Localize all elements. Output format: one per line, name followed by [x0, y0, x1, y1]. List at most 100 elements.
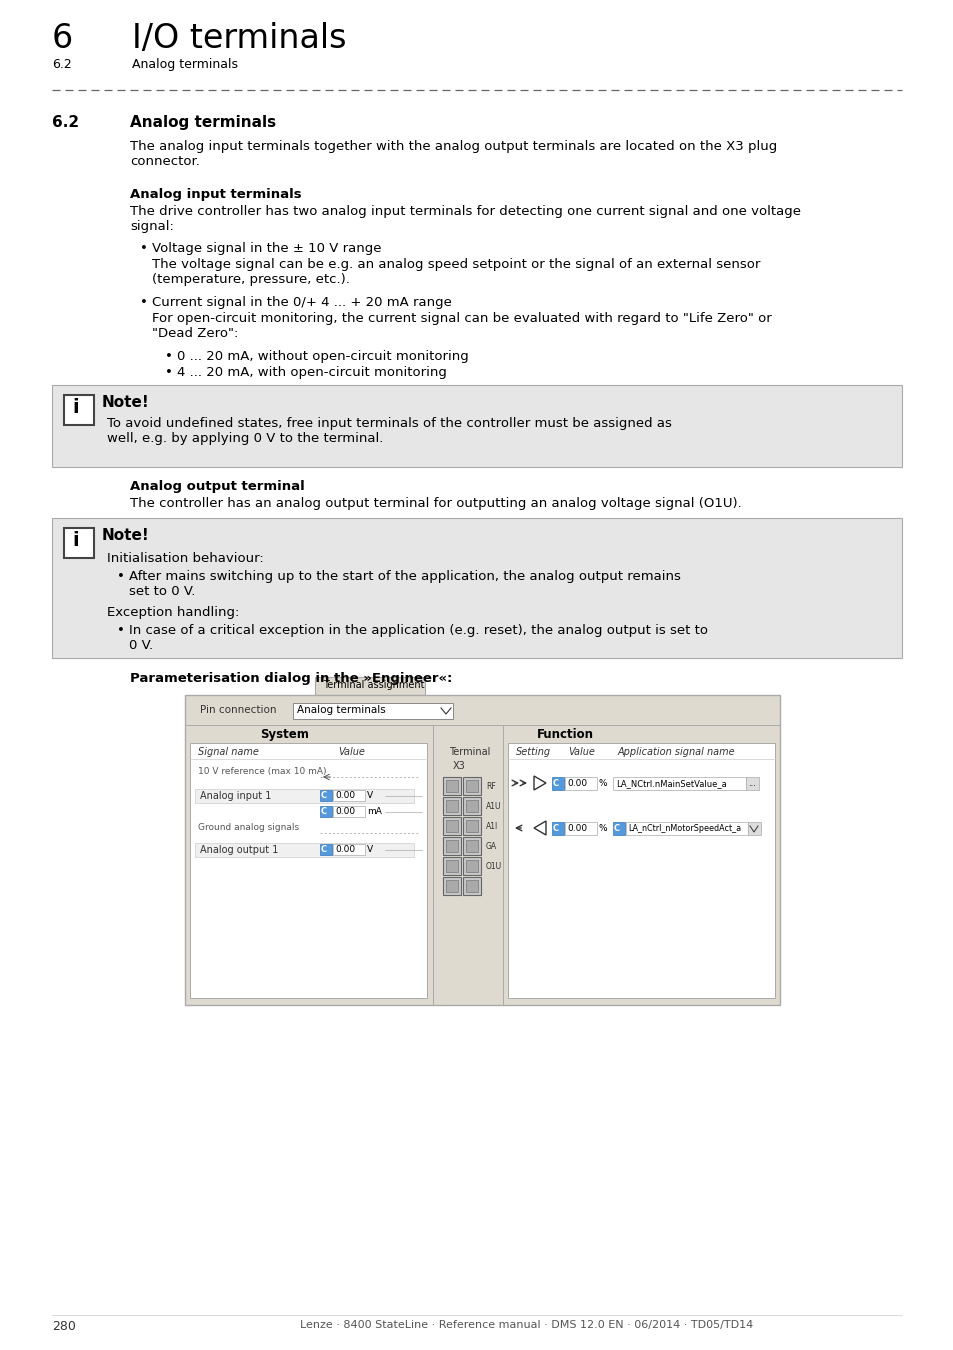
Text: Setting: Setting: [516, 747, 551, 757]
FancyBboxPatch shape: [613, 822, 624, 836]
FancyBboxPatch shape: [442, 778, 460, 795]
Text: LA_NCtrl.nMainSetValue_a: LA_NCtrl.nMainSetValue_a: [616, 779, 726, 788]
FancyBboxPatch shape: [465, 840, 477, 852]
Text: C: C: [553, 824, 558, 833]
FancyBboxPatch shape: [446, 840, 457, 852]
Text: Current signal in the 0/+ 4 ... + 20 mA range: Current signal in the 0/+ 4 ... + 20 mA …: [152, 296, 452, 309]
Text: Signal name: Signal name: [198, 747, 258, 757]
Text: 0.00: 0.00: [566, 824, 586, 833]
Text: Exception handling:: Exception handling:: [107, 606, 239, 620]
Text: GA: GA: [485, 842, 497, 850]
Text: Value: Value: [337, 747, 364, 757]
FancyBboxPatch shape: [462, 837, 480, 855]
FancyBboxPatch shape: [442, 857, 460, 875]
FancyBboxPatch shape: [64, 396, 94, 425]
Text: Analog output 1: Analog output 1: [200, 845, 278, 855]
Text: 0.00: 0.00: [335, 791, 355, 801]
FancyBboxPatch shape: [442, 817, 460, 836]
Text: 0.00: 0.00: [566, 779, 586, 788]
Text: A1I: A1I: [485, 822, 497, 832]
FancyBboxPatch shape: [462, 817, 480, 836]
Text: The drive controller has two analog input terminals for detecting one current si: The drive controller has two analog inpu…: [130, 205, 801, 234]
Text: C: C: [553, 779, 558, 788]
FancyBboxPatch shape: [333, 790, 365, 801]
Text: V: V: [367, 791, 373, 801]
FancyBboxPatch shape: [442, 796, 460, 815]
Polygon shape: [534, 776, 545, 790]
Text: To avoid undefined states, free input terminals of the controller must be assign: To avoid undefined states, free input te…: [107, 417, 671, 446]
FancyBboxPatch shape: [446, 801, 457, 811]
FancyBboxPatch shape: [564, 822, 597, 836]
FancyBboxPatch shape: [552, 822, 563, 836]
FancyBboxPatch shape: [465, 860, 477, 872]
Text: System: System: [260, 728, 309, 741]
FancyBboxPatch shape: [333, 806, 365, 817]
Text: 280: 280: [52, 1320, 76, 1332]
FancyBboxPatch shape: [314, 676, 424, 695]
Text: LA_nCtrl_nMotorSpeedAct_a: LA_nCtrl_nMotorSpeedAct_a: [627, 824, 740, 833]
FancyBboxPatch shape: [465, 801, 477, 811]
Text: Voltage signal in the ± 10 V range: Voltage signal in the ± 10 V range: [152, 242, 381, 255]
Text: X3: X3: [453, 761, 465, 771]
Text: 4 ... 20 mA, with open-circuit monitoring: 4 ... 20 mA, with open-circuit monitorin…: [177, 366, 446, 379]
Text: 0.00: 0.00: [335, 845, 355, 855]
Text: Analog terminals: Analog terminals: [132, 58, 237, 72]
FancyBboxPatch shape: [465, 819, 477, 832]
FancyBboxPatch shape: [564, 778, 597, 790]
FancyBboxPatch shape: [462, 778, 480, 795]
Text: 6.2: 6.2: [52, 115, 79, 130]
FancyBboxPatch shape: [745, 778, 759, 790]
Text: mA: mA: [367, 807, 381, 815]
Text: The analog input terminals together with the analog output terminals are located: The analog input terminals together with…: [130, 140, 777, 167]
Text: i: i: [71, 398, 78, 417]
Text: %: %: [598, 779, 607, 788]
FancyBboxPatch shape: [446, 819, 457, 832]
Text: •: •: [165, 350, 172, 363]
FancyBboxPatch shape: [52, 518, 901, 657]
FancyBboxPatch shape: [319, 806, 332, 817]
Text: Note!: Note!: [102, 396, 150, 410]
Text: Analog terminals: Analog terminals: [296, 705, 385, 716]
Text: 6.2: 6.2: [52, 58, 71, 72]
FancyBboxPatch shape: [185, 695, 780, 1004]
Text: Lenze · 8400 StateLine · Reference manual · DMS 12.0 EN · 06/2014 · TD05/TD14: Lenze · 8400 StateLine · Reference manua…: [299, 1320, 753, 1330]
Text: The voltage signal can be e.g. an analog speed setpoint or the signal of an exte: The voltage signal can be e.g. an analog…: [152, 258, 760, 286]
FancyBboxPatch shape: [52, 385, 901, 467]
Text: •: •: [165, 366, 172, 379]
FancyBboxPatch shape: [465, 880, 477, 892]
Text: C: C: [320, 845, 327, 855]
FancyBboxPatch shape: [465, 780, 477, 792]
Text: The controller has an analog output terminal for outputting an analog voltage si: The controller has an analog output term…: [130, 497, 741, 510]
Text: Analog input 1: Analog input 1: [200, 791, 271, 801]
FancyBboxPatch shape: [194, 788, 414, 803]
Text: %: %: [598, 824, 607, 833]
Text: For open-circuit monitoring, the current signal can be evaluated with regard to : For open-circuit monitoring, the current…: [152, 312, 771, 340]
FancyBboxPatch shape: [552, 778, 563, 790]
Text: Ground analog signals: Ground analog signals: [198, 824, 299, 832]
Text: •: •: [140, 296, 148, 309]
Text: V: V: [367, 845, 373, 855]
Text: C: C: [614, 824, 619, 833]
Text: 0 ... 20 mA, without open-circuit monitoring: 0 ... 20 mA, without open-circuit monito…: [177, 350, 468, 363]
FancyBboxPatch shape: [293, 703, 453, 720]
Text: Note!: Note!: [102, 528, 150, 543]
FancyBboxPatch shape: [319, 790, 332, 801]
Text: RF: RF: [485, 782, 496, 791]
Text: Application signal name: Application signal name: [618, 747, 735, 757]
Text: ...: ...: [747, 779, 755, 788]
Text: After mains switching up to the start of the application, the analog output rema: After mains switching up to the start of…: [129, 570, 680, 598]
Text: •: •: [117, 624, 125, 637]
Text: i: i: [71, 531, 78, 549]
FancyBboxPatch shape: [462, 878, 480, 895]
Text: I/O terminals: I/O terminals: [132, 22, 346, 55]
FancyBboxPatch shape: [333, 844, 365, 855]
FancyBboxPatch shape: [446, 780, 457, 792]
Text: Initialisation behaviour:: Initialisation behaviour:: [107, 552, 263, 566]
Text: 0.00: 0.00: [335, 807, 355, 815]
FancyBboxPatch shape: [613, 778, 745, 790]
Text: Function: Function: [536, 728, 593, 741]
FancyBboxPatch shape: [442, 878, 460, 895]
Text: O1U: O1U: [485, 863, 501, 871]
FancyBboxPatch shape: [625, 822, 747, 836]
Text: C: C: [320, 791, 327, 801]
